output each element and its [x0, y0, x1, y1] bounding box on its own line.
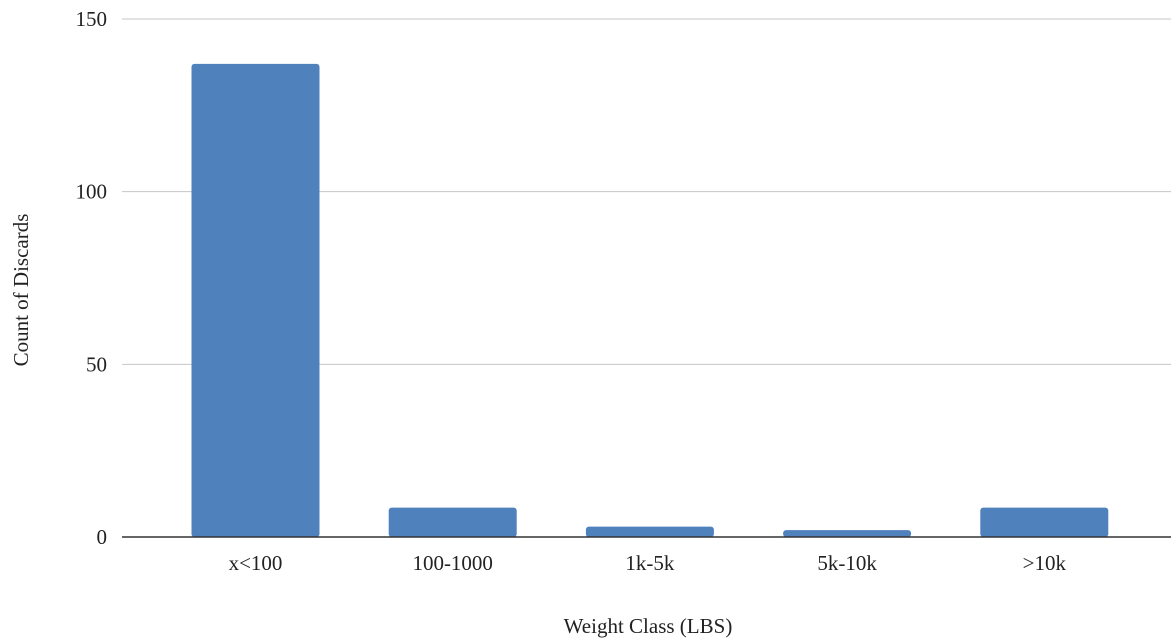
x-tick-label: 1k-5k	[625, 551, 674, 575]
bars	[191, 63, 1109, 537]
x-axis-title: Weight Class (LBS)	[564, 614, 733, 638]
y-tick-label: 100	[76, 180, 108, 204]
x-tick-labels: x<100 100-1000 1k-5k 5k-10k >10k	[229, 551, 1067, 575]
bar	[388, 507, 517, 537]
x-tick-label: 100-1000	[412, 551, 493, 575]
y-axis-title: Count of Discards	[9, 214, 33, 367]
x-tick-label: 5k-10k	[817, 551, 877, 575]
y-tick-labels: 0 50 100 150	[76, 7, 108, 549]
y-tick-label: 50	[86, 352, 107, 376]
x-tick-label: >10k	[1023, 551, 1067, 575]
x-tick-label: x<100	[229, 551, 283, 575]
y-tick-label: 0	[97, 525, 108, 549]
bar	[585, 526, 714, 537]
y-tick-label: 150	[76, 7, 108, 31]
bar	[783, 530, 912, 537]
bar	[980, 507, 1109, 537]
bar	[191, 63, 320, 537]
